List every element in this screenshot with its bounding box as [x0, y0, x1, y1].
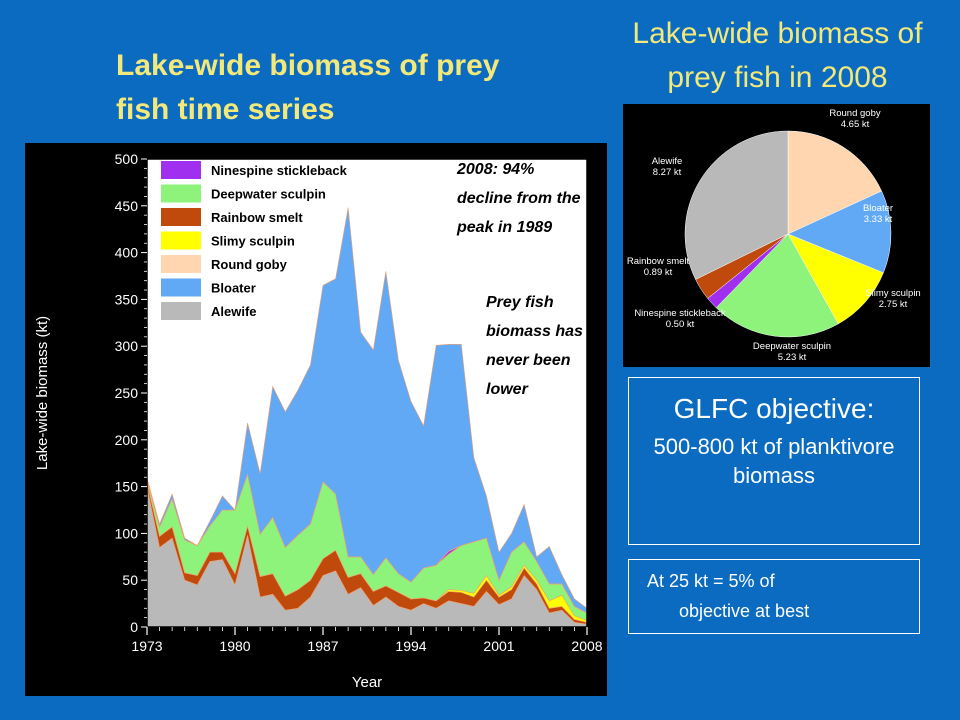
y-tick-label: 400 [115, 245, 139, 261]
pie-label-bloater: Bloater [863, 203, 893, 214]
legend-swatch-ninespine-stickleback [161, 161, 201, 179]
objective-body: 500-800 kt of planktivore biomass [653, 434, 895, 488]
x-tick-label: 2008 [571, 638, 602, 654]
pie-label-slimy-sculpin: Slimy sculpin [865, 288, 920, 299]
pie-slice-alewife [684, 130, 789, 280]
legend-label-deepwater-sculpin: Deepwater sculpin [211, 187, 326, 202]
legend-swatch-deepwater-sculpin [161, 184, 201, 203]
pie-chart-panel: Round goby 4.65 kt Bloater 3.33 kt Slimy scu… [623, 104, 930, 367]
pie-label-ninespine-stickleback: Ninespine stickleback [634, 308, 726, 319]
y-tick-label: 350 [115, 291, 139, 307]
y-tick-label: 100 [115, 525, 139, 541]
x-axis-label: Year [352, 674, 382, 691]
legend-label-bloater: Bloater [211, 281, 256, 296]
pie-label-round-goby: Round goby [829, 108, 880, 119]
objective-box: GLFC objective: 500-800 kt of planktivor… [628, 377, 920, 545]
legend-label-alewife: Alewife [211, 304, 257, 319]
x-tick-label: 1980 [219, 638, 250, 654]
legend-swatch-bloater [161, 278, 201, 297]
y-tick-label: 500 [115, 151, 139, 167]
y-tick-label: 250 [115, 385, 139, 401]
y-tick-label: 50 [122, 572, 138, 588]
area-chart-panel: 0 50 100 150 200 250 300 350 400 450 500 1973 1980 19… [25, 143, 607, 696]
area-chart: 0 50 100 150 200 250 300 350 400 450 500 1973 1980 19… [34, 151, 603, 691]
pie-slice-slimy-sculpin [787, 233, 884, 325]
x-tick-label: 1987 [307, 638, 338, 654]
pie-label-rainbow-smelt: Rainbow smelt [627, 256, 690, 267]
pie-label-deepwater-sculpin: Deepwater sculpin [753, 341, 831, 352]
area-chart-title: Lake-wide biomass of prey fish time seri… [116, 49, 500, 126]
pie-value-deepwater-sculpin: 5.23 kt [778, 352, 807, 363]
decline-annotation: 2008: 94% decline from the peak in 1989 [457, 161, 581, 236]
pie-value-ninespine-stickleback: 0.50 kt [666, 319, 695, 330]
y-tick-label: 200 [115, 432, 139, 448]
objective-note-box: At 25 kt = 5% of objective at best [628, 559, 920, 634]
y-tick-label: 300 [115, 338, 139, 354]
objective-title: GLFC objective: [673, 393, 875, 424]
y-axis-label: Lake-wide biomass (kt) [34, 316, 51, 470]
legend-swatch-alewife [161, 302, 201, 320]
legend-label-round-goby: Round goby [211, 257, 288, 272]
y-tick-label: 450 [115, 198, 139, 214]
pie-value-slimy-sculpin: 2.75 kt [879, 299, 908, 310]
pie-slice-deepwater-sculpin [715, 233, 839, 338]
note-line-2: objective at best [679, 601, 810, 621]
y-tick-label: 150 [115, 479, 139, 495]
x-tick-label: 1973 [131, 638, 162, 654]
legend-label-rainbow-smelt: Rainbow smelt [211, 210, 303, 225]
pie-value-bloater: 3.33 kt [864, 214, 893, 225]
legend-swatch-round-goby [161, 255, 201, 273]
pie-slice-bloater [787, 190, 892, 274]
legend-swatch-rainbow-smelt [161, 208, 201, 226]
pie-slice-round-goby [787, 130, 882, 235]
pie-label-alewife: Alewife [652, 156, 683, 167]
note-line-1: At 25 kt = 5% of [647, 571, 775, 591]
pie-value-alewife: 8.27 kt [653, 167, 682, 178]
never-lower-annotation: Prey fish biomass has never been lower [486, 294, 583, 398]
pie-value-rainbow-smelt: 0.89 kt [644, 267, 673, 278]
legend-label-slimy-sculpin: Slimy sculpin [211, 234, 295, 249]
x-tick-label: 1994 [395, 638, 426, 654]
x-tick-label: 2001 [483, 638, 514, 654]
legend-swatch-slimy-sculpin [161, 231, 201, 250]
pie-value-round-goby: 4.65 kt [841, 119, 870, 130]
legend-label-ninespine-stickleback: Ninespine stickleback [211, 163, 348, 178]
pie-chart-title: Lake-wide biomass of prey fish in 2008 [632, 17, 923, 94]
y-tick-label: 0 [130, 619, 138, 635]
